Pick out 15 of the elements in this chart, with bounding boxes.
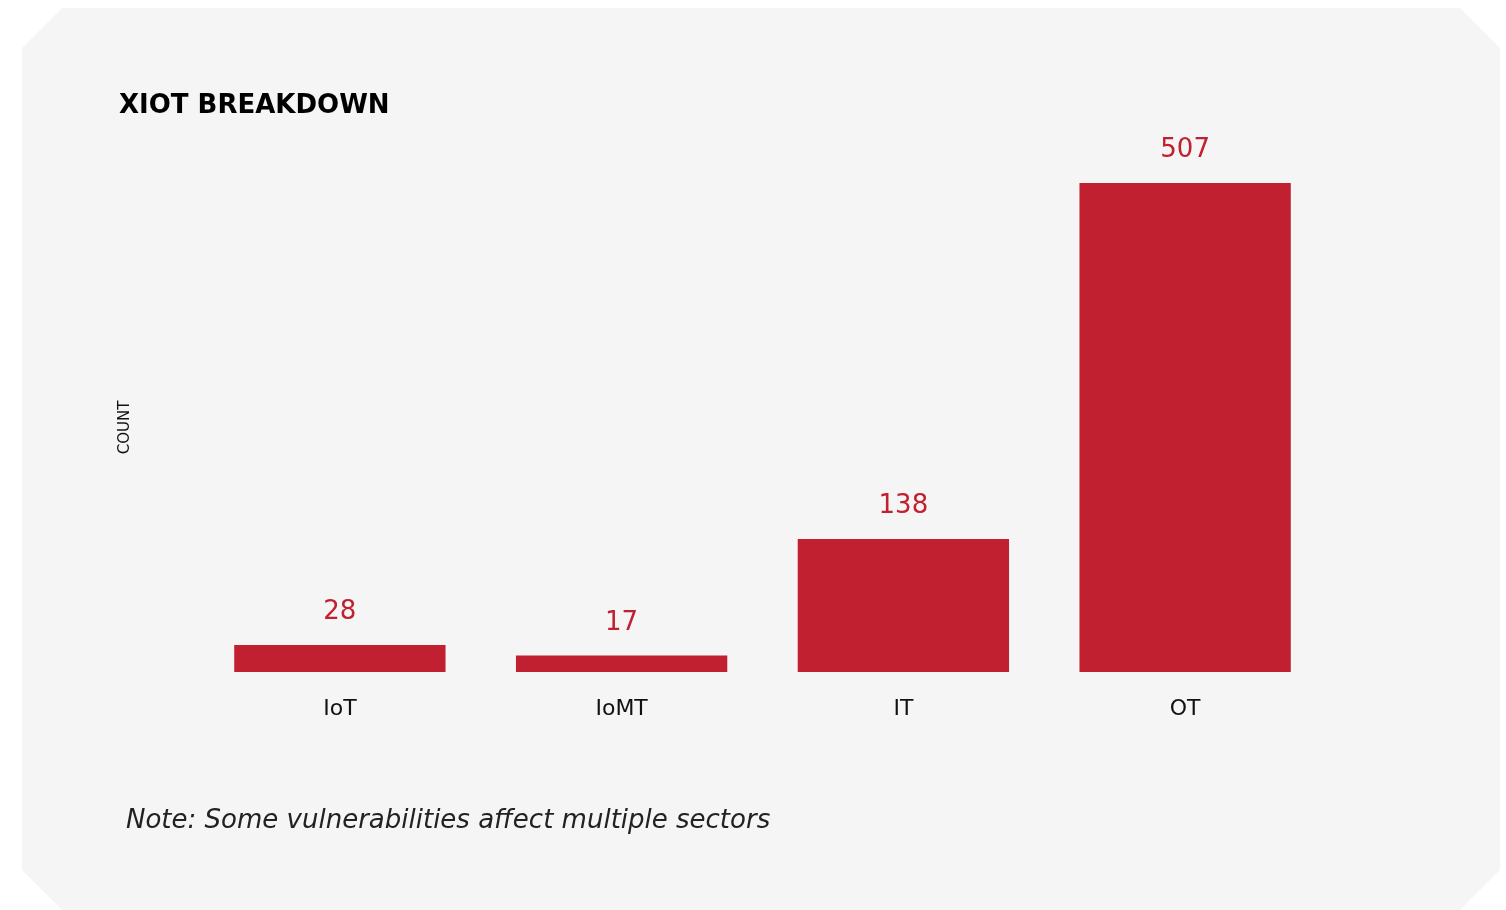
data-label: 28 — [323, 594, 357, 625]
bar — [234, 644, 446, 672]
x-tick-label: OT — [1169, 694, 1202, 720]
bar — [1079, 183, 1291, 672]
text: Note: Some vulnerabilities affect multiple sectors — [126, 804, 771, 834]
bar — [515, 655, 728, 672]
data-label: 507 — [1160, 133, 1210, 163]
x-tick-label: IoT — [323, 694, 358, 720]
x-tick-label: IT — [893, 694, 914, 720]
bar — [797, 538, 1010, 672]
data-label: 17 — [605, 605, 639, 636]
x-tick-label: IoMT — [595, 694, 649, 720]
chart-title: XIOT BREAKDOWN — [119, 89, 390, 119]
data-label: 138 — [878, 488, 929, 519]
y-axis-title: COUNT — [114, 399, 133, 455]
